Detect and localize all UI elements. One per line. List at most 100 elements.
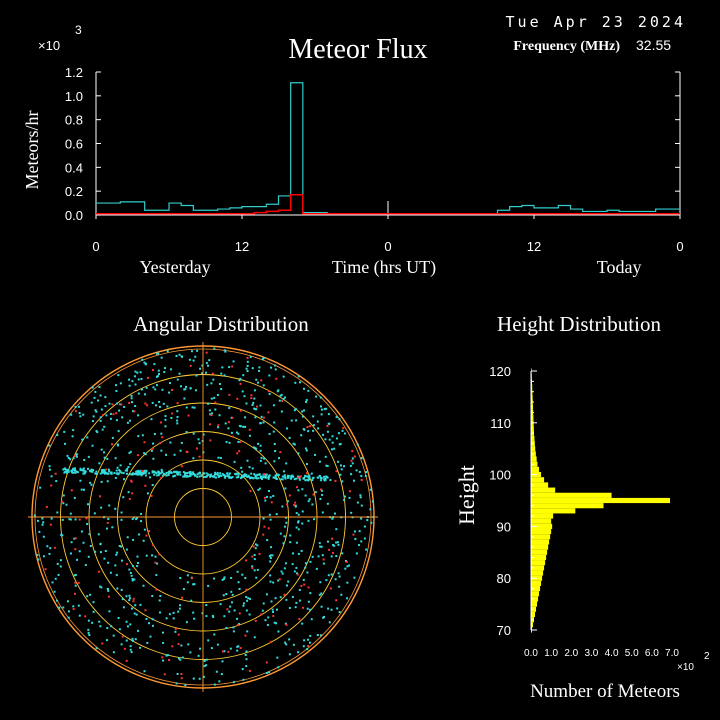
angular-dot-red (262, 533, 265, 536)
angular-dot-cyan (290, 419, 293, 422)
angular-dot-cyan (86, 436, 89, 439)
angular-dot-cyan (41, 523, 44, 526)
angular-dot-cyan (306, 607, 309, 610)
angular-dot-red (97, 570, 100, 573)
height-bar (531, 394, 533, 400)
angular-dot-red (307, 645, 310, 648)
angular-dot-cyan (38, 530, 41, 533)
angular-dot-cyan (165, 453, 168, 456)
angular-dot-cyan (122, 606, 125, 609)
angular-dot-cyan (305, 399, 308, 402)
angular-dot-cyan (237, 440, 240, 443)
angular-dot-cyan (320, 408, 323, 411)
angular-dot-cyan (127, 466, 130, 469)
angular-dot-band (82, 472, 85, 475)
angular-dot-cyan (72, 605, 75, 608)
angular-dot-cyan (78, 550, 81, 553)
angular-dot-cyan (275, 513, 278, 516)
angular-dot-cyan (220, 372, 223, 375)
angular-dot-cyan (110, 625, 113, 628)
angular-dot-cyan (80, 488, 83, 491)
angular-dot-cyan (91, 444, 94, 447)
angular-dot-cyan (143, 670, 146, 673)
angular-dot-cyan (301, 488, 304, 491)
angular-dot-cyan (56, 599, 59, 602)
angular-dot-cyan (297, 651, 300, 654)
angular-dot-red (320, 488, 323, 491)
angular-dot-band (247, 474, 250, 477)
angular-dot-cyan (242, 374, 245, 377)
angular-dot-cyan (82, 488, 85, 491)
angular-dot-band (298, 476, 301, 479)
angular-dot-cyan (253, 569, 256, 572)
angular-dot-cyan (106, 587, 109, 590)
angular-dot-band (243, 473, 246, 476)
angular-dot-band (249, 477, 252, 480)
angular-dot-cyan (155, 384, 158, 387)
angular-dot-cyan (179, 577, 182, 580)
height-y-axis-label: Height (454, 465, 479, 525)
angular-dot-cyan (108, 402, 111, 405)
angular-dot-red (322, 558, 325, 561)
angular-dot-red (160, 477, 163, 480)
angular-dot-cyan (108, 610, 111, 613)
angular-dot-cyan (109, 412, 112, 415)
angular-dot-band (304, 475, 307, 478)
angular-dot-cyan (280, 570, 283, 573)
angular-dot-band (101, 471, 104, 474)
angular-dot-cyan (314, 491, 317, 494)
angular-dot-cyan (118, 628, 121, 631)
angular-dot-band (192, 473, 195, 476)
angular-dot-cyan (301, 522, 304, 525)
angular-dot-band (192, 471, 195, 474)
angular-dot-red (270, 640, 273, 643)
angular-dot-cyan (214, 408, 217, 411)
angular-dot-cyan (173, 453, 176, 456)
angular-dot-cyan (62, 606, 65, 609)
angular-dot-cyan (129, 623, 132, 626)
angular-dot-cyan (245, 367, 248, 370)
angular-dot-cyan (135, 613, 138, 616)
height-x-tick-label: 5.0 (625, 648, 639, 659)
angular-dot-cyan (72, 429, 75, 432)
angular-dot-red (217, 424, 220, 427)
angular-dot-cyan (163, 367, 166, 370)
angular-dot-cyan (282, 470, 285, 473)
angular-dot-cyan (141, 358, 144, 361)
angular-dot-cyan (136, 561, 139, 564)
angular-dot-band (265, 476, 268, 479)
angular-dot-band (72, 468, 75, 471)
angular-dot-band (205, 475, 208, 478)
angular-dot-cyan (295, 601, 298, 604)
angular-dot-cyan (192, 432, 195, 435)
angular-dot-red (146, 376, 149, 379)
angular-dot-cyan (363, 537, 366, 540)
flux-x-tick-label: 0 (384, 239, 391, 254)
angular-dot-cyan (265, 593, 268, 596)
angular-dot-red (308, 425, 311, 428)
angular-dot-cyan (99, 585, 102, 588)
angular-dot-red (286, 503, 289, 506)
angular-dot-cyan (89, 545, 92, 548)
angular-dot-cyan (211, 614, 214, 617)
angular-dot-cyan (213, 347, 216, 350)
angular-dot-band (260, 475, 263, 478)
angular-dot-red (303, 583, 306, 586)
angular-dot-cyan (142, 584, 145, 587)
angular-dot-band (237, 473, 240, 476)
angular-dot-cyan (125, 548, 128, 551)
angular-dot-cyan (253, 553, 256, 556)
angular-dot-band (144, 474, 147, 477)
angular-dot-cyan (67, 610, 70, 613)
angular-dot-cyan (223, 349, 226, 352)
angular-dot-cyan (36, 554, 39, 557)
angular-dot-cyan (314, 453, 317, 456)
angular-dot-cyan (86, 595, 89, 598)
height-x-tick-label: 0.0 (524, 648, 538, 659)
angular-dot-cyan (151, 483, 154, 486)
angular-dot-cyan (331, 517, 334, 520)
angular-dot-cyan (258, 487, 261, 490)
angular-dot-red (211, 372, 214, 375)
angular-dot-band (305, 475, 308, 478)
angular-dot-band (128, 473, 131, 476)
